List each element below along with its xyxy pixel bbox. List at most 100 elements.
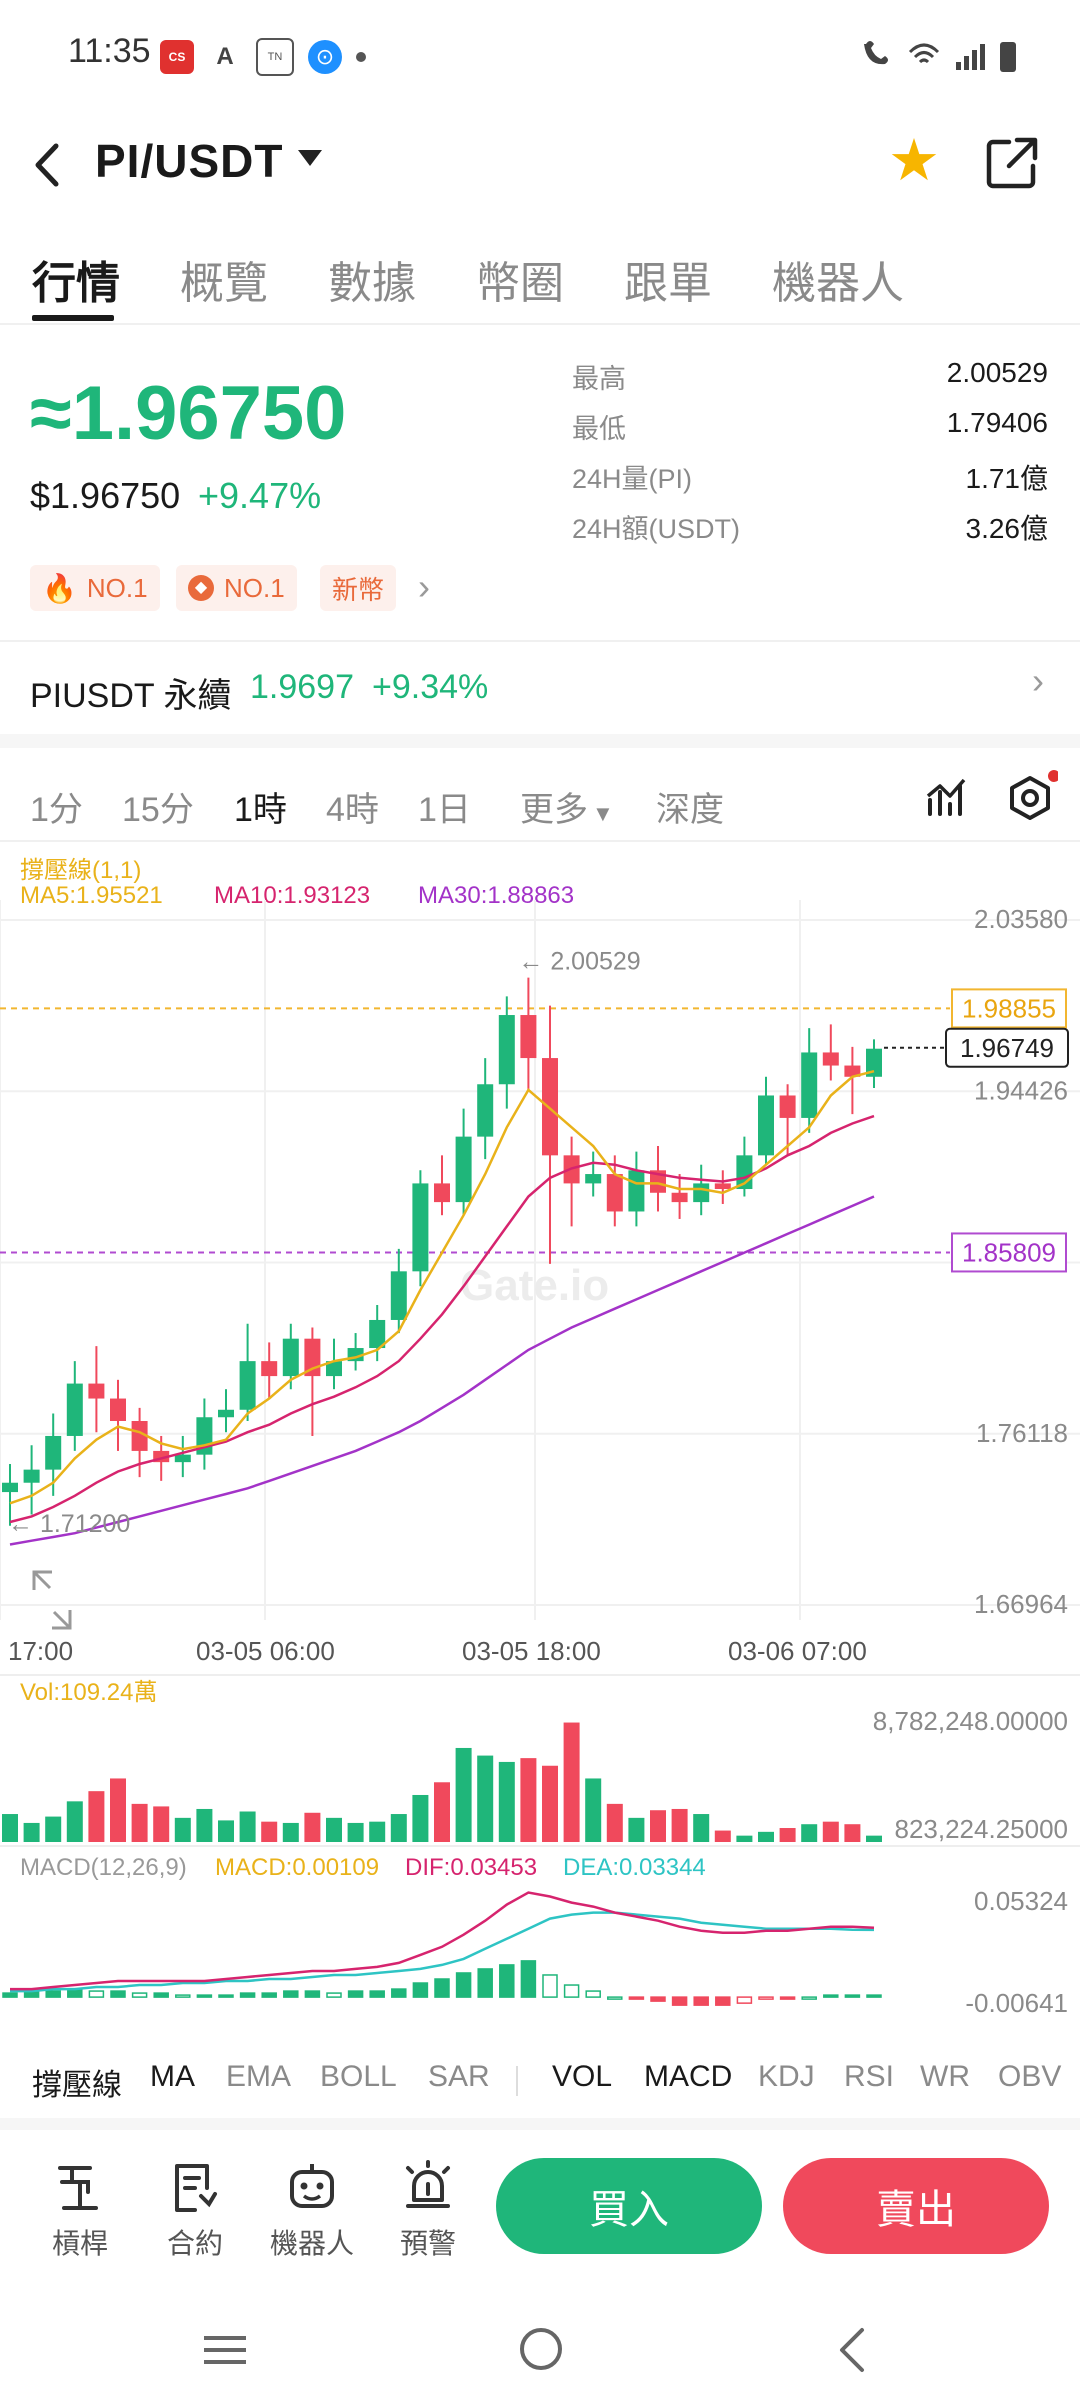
indicator-tab-divider	[516, 2066, 518, 2096]
active-tab-indicator	[32, 315, 114, 321]
timeframe-depth[interactable]: 深度	[656, 791, 724, 829]
signal-icon	[956, 62, 961, 70]
volume-bar	[347, 1822, 364, 1842]
indicator-chart-icon[interactable]	[924, 774, 972, 822]
indicator-tab-sar[interactable]: SAR	[428, 2060, 490, 2093]
indicator-tab-wr[interactable]: WR	[920, 2060, 970, 2093]
indicator-tab-ema[interactable]: EMA	[226, 2060, 292, 2093]
tab-community[interactable]: 幣圈	[476, 259, 564, 308]
tab-copy-trading[interactable]: 跟單	[624, 259, 712, 308]
system-nav-bar	[0, 2300, 1080, 2400]
volume-bar	[412, 1794, 429, 1842]
timeframe-4h[interactable]: 4時	[326, 791, 379, 829]
timeframe-15m[interactable]: 15分	[122, 791, 194, 829]
last-price: ≈1.96750	[30, 371, 347, 456]
candle-body	[239, 1361, 256, 1410]
tab-market[interactable]: 行情	[32, 259, 120, 308]
perpetual-chevron-icon[interactable]: ›	[1032, 660, 1044, 701]
tab-overview[interactable]: 概覽	[180, 259, 268, 308]
indicator-tab-ma[interactable]: MA	[150, 2060, 195, 2093]
candle-body	[218, 1409, 234, 1418]
favorite-star-icon[interactable]: ★	[888, 128, 940, 193]
volume-bar	[131, 1803, 148, 1842]
tab-bots[interactable]: 機器人	[772, 259, 904, 308]
volume-bar	[736, 1835, 753, 1842]
indicator-tab-macd[interactable]: MACD	[644, 2060, 733, 2093]
home-icon[interactable]	[516, 2324, 566, 2374]
candle-body	[282, 1338, 299, 1377]
indicator-tab-kdj[interactable]: KDJ	[758, 2060, 815, 2093]
candle-body	[520, 1015, 537, 1059]
last-price-box	[945, 1027, 1069, 1068]
back-nav-icon[interactable]	[832, 2326, 872, 2374]
perpetual-label[interactable]: PIUSDT 永續	[30, 677, 232, 715]
indicator-tab-rsi[interactable]: RSI	[844, 2060, 895, 2093]
indicator-tab-vol[interactable]: VOL	[552, 2060, 613, 2093]
indicator-tab-boll[interactable]: BOLL	[320, 2060, 397, 2093]
pair-dropdown-caret-icon[interactable]	[298, 150, 322, 166]
indicator-tab-support[interactable]: 撐壓線	[32, 2069, 122, 2102]
candle-body	[477, 1084, 494, 1137]
app-notification-icon: CS	[160, 40, 194, 74]
candle-body	[866, 1048, 882, 1077]
volume-bar	[261, 1821, 278, 1842]
timeframe-1h[interactable]: 1時	[234, 791, 287, 829]
candle-body	[23, 1469, 40, 1483]
volume-bar	[174, 1817, 191, 1842]
candle-body	[801, 1052, 818, 1118]
high-marker: ← 2.00529	[518, 948, 640, 976]
candlestick-chart[interactable]: Gate.io 2.03580 1.94426 1.76118 1.66964 1.988…	[0, 900, 1080, 2040]
candle-body	[455, 1136, 472, 1203]
macd-histogram-bar	[88, 1990, 105, 1998]
back-arrow-icon[interactable]	[28, 140, 68, 190]
rank-badge[interactable]: 🔥 NO.1	[30, 565, 160, 611]
timeframe-1d[interactable]: 1日	[418, 791, 471, 829]
volume-bar	[693, 1814, 710, 1842]
badges-chevron-icon[interactable]: ›	[418, 566, 430, 607]
recent-apps-icon[interactable]	[200, 2330, 250, 2370]
indicator-tab-obv[interactable]: OBV	[998, 2060, 1062, 2093]
volume-bar	[758, 1831, 774, 1842]
macd-histogram-bar	[369, 1990, 385, 1998]
stat-low-value: 1.79406	[946, 407, 1048, 438]
contract-icon	[175, 2164, 217, 2212]
rank-badge[interactable]: ◆ NO.1	[176, 565, 297, 611]
macd-histogram-bar	[477, 1968, 493, 1998]
macd-histogram-bar	[196, 1994, 213, 1998]
candle-body	[628, 1170, 645, 1212]
buy-button[interactable]: 買入	[496, 2158, 762, 2254]
candle-body	[326, 1361, 342, 1377]
volume-bar	[110, 1778, 126, 1842]
share-icon[interactable]	[985, 136, 1039, 190]
candle-body	[542, 1058, 558, 1156]
resistance-label-box	[951, 988, 1067, 1029]
volume-bar	[498, 1761, 515, 1842]
volume-bar	[218, 1820, 234, 1842]
macd-max-label: 0.05324	[974, 1886, 1068, 1916]
chart-settings-icon[interactable]	[1002, 770, 1058, 826]
rank-badge-label: NO.1	[224, 572, 285, 603]
macd-histogram-bar	[239, 1992, 256, 1998]
support-label: 1.85809	[962, 1237, 1056, 1267]
support-line-legend: 撐壓線(1,1)	[20, 857, 142, 884]
timeframe-more[interactable]: 更多 ▼	[520, 782, 614, 831]
volume-bar	[866, 1835, 882, 1842]
new-coin-badge[interactable]: 新幣	[320, 565, 397, 611]
resistance-label: 1.98855	[962, 993, 1056, 1023]
macd-histogram-bar	[520, 1960, 537, 1998]
stat-volume-value: 1.71億	[965, 463, 1049, 494]
pair-title[interactable]: PI/USDT	[95, 135, 284, 187]
sell-button[interactable]: 賣出	[783, 2158, 1049, 2254]
stat-turnover-value: 3.26億	[965, 513, 1049, 544]
volume-bar	[844, 1824, 861, 1842]
contract-label: 合約	[166, 2228, 223, 2259]
candle-body	[88, 1383, 105, 1399]
candle-body	[110, 1398, 126, 1421]
perpetual-price: 1.9697	[250, 668, 354, 706]
timeframe-1m[interactable]: 1分	[30, 791, 83, 829]
candle-body	[66, 1383, 83, 1436]
tab-data[interactable]: 數據	[328, 259, 416, 308]
leverage-label: 槓桿	[51, 2228, 108, 2259]
macd-histogram-bar	[628, 1996, 645, 2000]
macd-histogram-bar	[326, 1992, 342, 1998]
